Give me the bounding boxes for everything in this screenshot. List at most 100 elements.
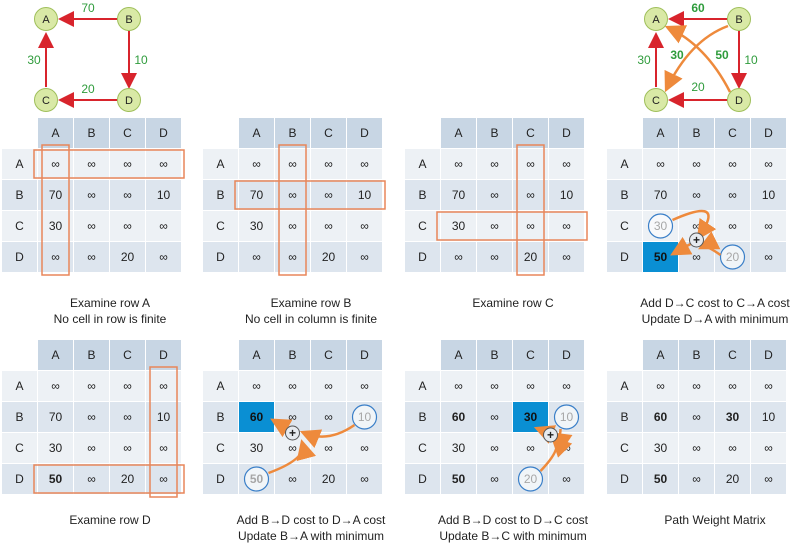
plus-icon-glyph: +	[289, 426, 296, 440]
row-header: D	[2, 464, 37, 494]
node-d: D	[727, 88, 751, 112]
matrix-cell: ∞	[715, 433, 750, 463]
row-header: A	[405, 149, 440, 179]
matrix-cell: ∞	[275, 211, 310, 241]
plus-icon	[285, 425, 300, 441]
matrix-cell: ∞	[751, 433, 786, 463]
row-header: C	[203, 211, 238, 241]
matrix-cell: 60	[239, 402, 274, 432]
matrix-cell: 20	[513, 242, 548, 272]
row-box	[234, 180, 386, 210]
matrix-cell: ∞	[715, 211, 750, 241]
matrix-cell: ∞	[38, 371, 73, 401]
column-header: D	[347, 340, 382, 370]
matrix-cell: ∞	[715, 180, 750, 210]
matrix-cell: 30	[643, 433, 678, 463]
matrix-cell: 60	[441, 402, 476, 432]
matrix-cell: ∞	[110, 371, 145, 401]
matrix-cell: 20	[110, 464, 145, 494]
matrix-cell: ∞	[74, 180, 109, 210]
column-header: B	[275, 118, 310, 148]
row-header: B	[2, 180, 37, 210]
caption: Add B→D cost to D→A cost Update B→A with …	[211, 512, 411, 544]
row-header: B	[405, 402, 440, 432]
plus-icon-glyph: +	[547, 428, 554, 442]
matrix-cell: ∞	[275, 180, 310, 210]
row-header: B	[405, 180, 440, 210]
column-header: A	[38, 118, 73, 148]
caption-line: Examine row B	[270, 296, 352, 310]
row-header: C	[607, 433, 642, 463]
row-header: D	[607, 242, 642, 272]
matrix-cell: ∞	[549, 149, 584, 179]
column-box	[278, 144, 307, 276]
matrix-cell: ∞	[549, 211, 584, 241]
row-header: D	[607, 464, 642, 494]
weight-b-a: 70	[81, 1, 95, 15]
matrix-cell: ∞	[146, 149, 181, 179]
row-header: B	[607, 180, 642, 210]
column-header: D	[146, 118, 181, 148]
matrix-cell: ∞	[38, 149, 73, 179]
node-b: B	[727, 7, 751, 31]
source-circle	[647, 213, 674, 239]
row-header: C	[405, 433, 440, 463]
matrix-cell: ∞	[751, 149, 786, 179]
node-c: C	[34, 88, 58, 112]
caption-line: Add B→D cost to D→A cost	[236, 513, 386, 527]
matrix-cell: ∞	[275, 242, 310, 272]
matrix-cell: ∞	[74, 402, 109, 432]
plus-icon	[543, 427, 558, 443]
matrix-cell: ∞	[477, 149, 512, 179]
matrix-cell: 10	[347, 180, 382, 210]
matrix-cell: ∞	[146, 371, 181, 401]
matrix-cell: ∞	[441, 242, 476, 272]
matrix-cell: ∞	[74, 464, 109, 494]
matrix-cell: ∞	[275, 371, 310, 401]
row-header: B	[607, 402, 642, 432]
source-circle	[517, 466, 544, 492]
column-header: C	[513, 340, 548, 370]
matrix-cell: 70	[441, 180, 476, 210]
matrix-cell: ∞	[751, 371, 786, 401]
caption: Add D→C cost to C→A cost Update D→A with …	[615, 295, 796, 327]
matrix-cell: 10	[146, 402, 181, 432]
column-header: C	[715, 118, 750, 148]
matrix-cell: ∞	[441, 371, 476, 401]
matrix-cell: 10	[751, 402, 786, 432]
graph-original-edges	[38, 11, 137, 108]
matrix-cell: ∞	[110, 149, 145, 179]
matrix-cell: 70	[239, 180, 274, 210]
graph-original: A B C D 70 10 30 20	[0, 0, 180, 120]
node-d: D	[117, 88, 141, 112]
matrix-cell: ∞	[679, 464, 714, 494]
column-header: D	[751, 340, 786, 370]
column-header: C	[513, 118, 548, 148]
column-header: D	[146, 340, 181, 370]
matrix-cell: ∞	[311, 149, 346, 179]
matrix-cell: ∞	[74, 433, 109, 463]
weight-d-a: 50	[715, 48, 729, 62]
graph-result: A B C D 60 10 30 20 30 50	[610, 0, 790, 120]
update-arrow	[670, 236, 693, 256]
matrix-cell: ∞	[311, 371, 346, 401]
matrix-cell: ∞	[679, 180, 714, 210]
update-arrow	[671, 209, 717, 241]
edge-b-c	[664, 24, 729, 93]
column-header: B	[679, 340, 714, 370]
row-header: A	[203, 371, 238, 401]
matrix-cell: ∞	[146, 464, 181, 494]
matrix-cell: ∞	[679, 371, 714, 401]
matrix-cell: ∞	[275, 149, 310, 179]
column-header: A	[441, 118, 476, 148]
weight-b-a: 60	[691, 1, 705, 15]
row-header: B	[203, 402, 238, 432]
caption-line: Add D→C cost to C→A cost	[640, 296, 790, 310]
matrix-cell: ∞	[643, 149, 678, 179]
weight-b-d: 10	[744, 53, 758, 67]
matrix-cell: 70	[38, 402, 73, 432]
matrix-cell: ∞	[311, 211, 346, 241]
matrix-cell: ∞	[74, 211, 109, 241]
matrix-cell: 30	[441, 211, 476, 241]
matrix-cell: 60	[643, 402, 678, 432]
